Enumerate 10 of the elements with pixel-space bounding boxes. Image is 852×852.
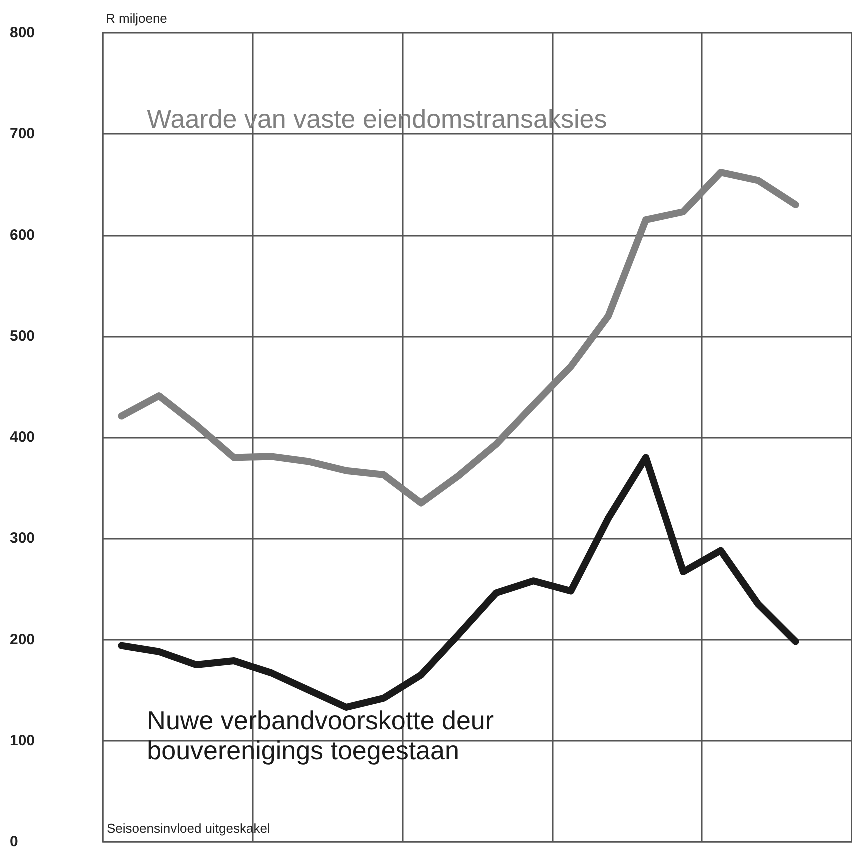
y-tick-label: 0 [10,834,18,850]
y-tick-label: 200 [10,631,36,648]
y-tick-label: 400 [10,429,36,446]
y-axis-title: R miljoene [106,11,168,26]
y-tick-label: 100 [10,732,36,750]
y-tick-label: 700 [10,126,36,143]
y-tick-label: 800 [10,24,36,42]
y-tick-label: 500 [10,328,36,345]
y-tick-label: 300 [10,530,36,548]
y-tick-label: 600 [10,226,36,244]
